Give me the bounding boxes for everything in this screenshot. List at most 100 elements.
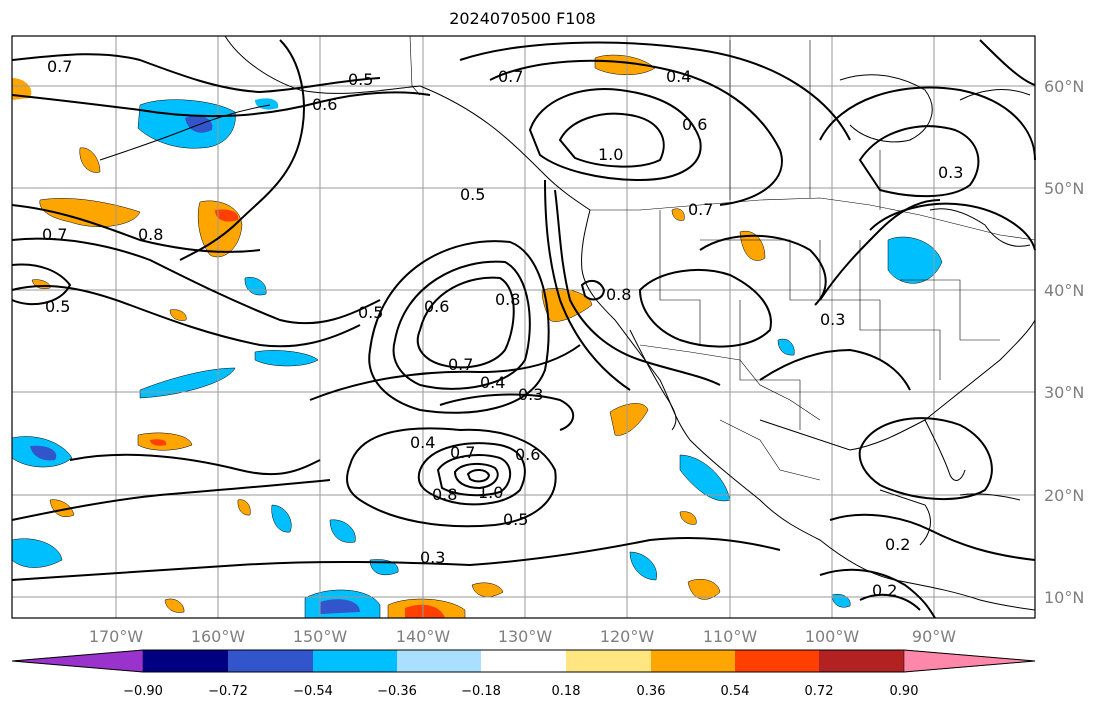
- contour-west-coast-2: [544, 179, 631, 391]
- patch-negative-alaska-small: [255, 98, 279, 110]
- contour-label: 0.4: [666, 67, 691, 86]
- west-coast: [581, 209, 1036, 611]
- lon-tick-label: 130°W: [497, 627, 553, 646]
- coastline-layer: [99, 35, 1036, 611]
- shaded-anomaly-layer: [11, 54, 943, 619]
- colorbar-tick-label: 0.90: [889, 684, 919, 699]
- contour-gulf: [858, 417, 993, 500]
- contour-label: 0.7: [42, 225, 67, 244]
- patch-negative-small3: [629, 551, 657, 581]
- contour-label: 0.3: [820, 310, 845, 329]
- contour-label: 0.7: [450, 443, 475, 462]
- patch-negative-gulf-alaska: [137, 99, 236, 149]
- state-lines-3: [739, 300, 801, 430]
- hudson-bay: [839, 74, 933, 143]
- patch-negative-small1: [329, 519, 356, 543]
- contour-label: 1.0: [598, 145, 623, 164]
- colorbar-segment-3: [313, 650, 397, 672]
- contour-low-center-4: [466, 469, 491, 483]
- colorbar-segment-7: [651, 650, 735, 672]
- contour-label: 0.5: [503, 510, 528, 529]
- patch-positive-mid: [197, 200, 243, 258]
- patch-positive-south-core: [405, 604, 445, 618]
- cuba: [959, 493, 1021, 501]
- yucatan: [879, 489, 931, 546]
- colorbar-segment-0: [11, 649, 144, 673]
- contour-north-2: [11, 91, 431, 118]
- map-frame: [11, 35, 1036, 619]
- colorbar-tick-label: 0.54: [720, 684, 750, 699]
- lon-tick-label: 140°W: [395, 627, 451, 646]
- lon-tick-label: 110°W: [702, 627, 758, 646]
- patch-positive-tropic-core: [150, 439, 167, 446]
- colorbar-segment-6: [566, 650, 651, 672]
- contour-label: 0.3: [420, 548, 445, 567]
- patch-positive-s4: [49, 499, 75, 517]
- contour-label: 0.3: [938, 163, 963, 182]
- great-lakes: [929, 208, 1031, 247]
- patch-positive-rockies: [739, 230, 766, 261]
- contour-low-center-3: [453, 462, 499, 490]
- state-lines-2: [700, 239, 881, 360]
- patch-negative-small6: [831, 594, 851, 608]
- contour-label: 0.2: [872, 581, 897, 600]
- lat-tick-label: 60°N: [1044, 77, 1085, 96]
- colorbar-tick-label: 0.18: [551, 684, 581, 699]
- lat-tick-label: 50°N: [1044, 179, 1085, 198]
- lon-tick-label: 100°W: [804, 627, 860, 646]
- contour-label: 0.8: [138, 225, 163, 244]
- contour-east-2: [858, 125, 980, 198]
- us-mexico-border: [639, 344, 821, 421]
- patch-positive-s9: [31, 279, 51, 289]
- lon-tick-label: 90°W: [911, 627, 957, 646]
- contour-north-pac: [179, 39, 305, 261]
- lat-tick-label: 10°N: [1044, 588, 1085, 607]
- contour-south-east-3: [859, 593, 921, 611]
- contour-label: 0.4: [480, 373, 505, 392]
- patch-positive-s8: [169, 309, 187, 321]
- patch-negative-south-core: [320, 599, 360, 614]
- aleutian-chain: [99, 104, 271, 161]
- colorbar-segment-2: [228, 650, 313, 672]
- patch-positive-s10: [671, 208, 685, 221]
- colorbar-segment-4: [397, 650, 481, 672]
- colorbar-segment-1: [143, 650, 228, 672]
- colorbar-tick-label: 0.36: [636, 684, 666, 699]
- mexico-states: [719, 419, 821, 481]
- contour-label: 0.5: [460, 185, 485, 204]
- contour-west-3: [11, 204, 261, 253]
- lon-tick-label: 160°W: [190, 627, 246, 646]
- contour-oval-3: [368, 240, 550, 414]
- colorbar-tick-label: 0.72: [804, 684, 834, 699]
- patch-negative-sw: [11, 538, 63, 568]
- colorbar-tick-label: −0.36: [377, 684, 417, 699]
- patch-positive-west: [39, 198, 141, 227]
- canada-provinces: [729, 40, 881, 210]
- patch-positive-farwest: [12, 78, 32, 100]
- colorbar-segment-9: [819, 650, 904, 672]
- colorbar-outline: [11, 649, 1036, 673]
- contour-north: [11, 53, 381, 94]
- patch-negative-midlat1: [254, 350, 319, 367]
- contour-east-loop: [979, 39, 1036, 86]
- lat-tick-label: 20°N: [1044, 486, 1085, 505]
- lon-tick-label: 120°W: [599, 627, 655, 646]
- patch-negative-mexico: [679, 454, 731, 502]
- contour-label: 0.5: [348, 70, 373, 89]
- alaska-canada-border: [409, 35, 421, 96]
- contour-label: 0.6: [424, 297, 449, 316]
- contour-label: 1.0: [478, 483, 503, 502]
- patch-positive-s6: [237, 499, 251, 516]
- contour-label: 0.8: [606, 285, 631, 304]
- contour-label: 0.8: [495, 290, 520, 309]
- contour-east-1: [819, 86, 1036, 161]
- colorbar-segment-8: [735, 650, 819, 672]
- contour-oval-2: [392, 260, 531, 390]
- contour-south-3: [69, 453, 321, 476]
- patch-positive-baja: [609, 403, 649, 436]
- us-canada-border: [590, 197, 1036, 241]
- patch-negative-small7: [777, 338, 795, 356]
- alaska-coast: [224, 35, 591, 211]
- contour-south-2: [11, 479, 331, 521]
- contour-west-coast: [554, 189, 721, 386]
